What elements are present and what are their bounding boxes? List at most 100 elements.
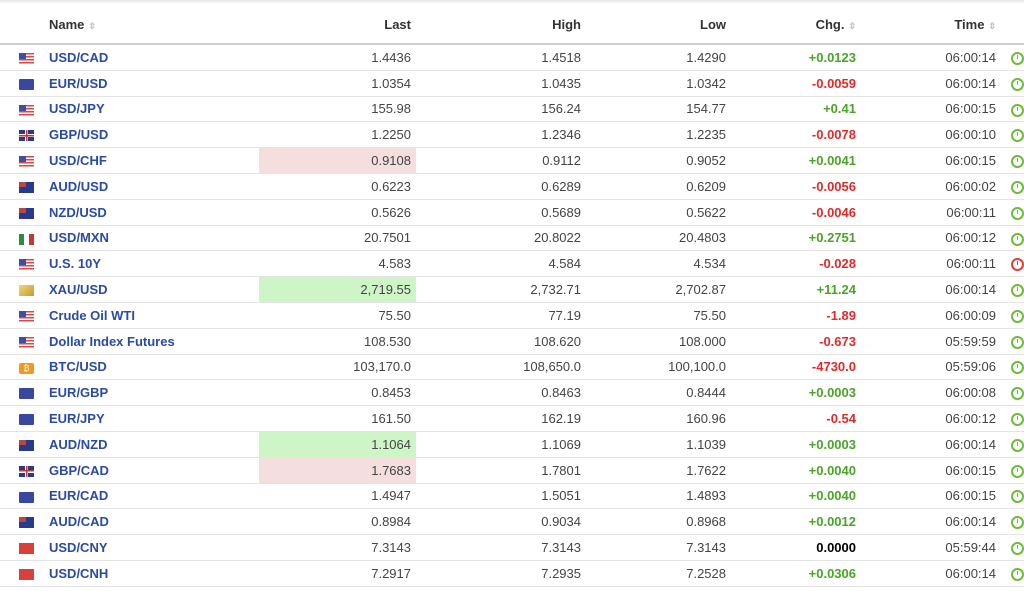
flag-icon (19, 233, 34, 245)
col-time[interactable]: Time ⇳ (861, 6, 1001, 45)
table-row[interactable]: USD/CNY 7.3143 7.3143 7.3143 0.0000 05:5… (0, 534, 1024, 561)
table-row[interactable]: Crude Oil WTI 75.50 77.19 75.50 -1.89 06… (0, 302, 1024, 329)
instrument-link[interactable]: BTC/USD (49, 359, 107, 375)
clock-icon (1011, 103, 1024, 117)
clock-icon (1011, 51, 1024, 65)
low-value: 160.96 (586, 405, 731, 432)
table-row[interactable]: NZD/USD 0.5626 0.5689 0.5622 -0.0046 06:… (0, 199, 1024, 226)
table-row[interactable]: USD/CNH 7.2917 7.2935 7.2528 +0.0306 06:… (0, 560, 1024, 587)
table-row[interactable]: AUD/CAD 0.8984 0.9034 0.8968 +0.0012 06:… (0, 508, 1024, 536)
flag-icon (19, 517, 34, 529)
last-value: 161.50 (259, 405, 416, 432)
flag-icon (19, 285, 34, 297)
table-row[interactable]: Dollar Index Futures 108.530 108.620 108… (0, 328, 1024, 355)
change-value: -0.673 (731, 328, 861, 355)
last-value: 2,719.55 (259, 276, 416, 303)
change-value: +0.41 (731, 96, 861, 123)
last-value: 1.0354 (259, 70, 416, 97)
table-row[interactable]: ₿ BTC/USD 103,170.0 108,650.0 100,100.0 … (0, 354, 1024, 381)
flag-icon (19, 259, 34, 271)
instrument-link[interactable]: USD/JPY (49, 101, 105, 117)
high-value: 0.8463 (416, 379, 586, 407)
instrument-link[interactable]: GBP/CAD (49, 462, 109, 478)
table-row[interactable]: EUR/CAD 1.4947 1.5051 1.4893 +0.0040 06:… (0, 483, 1024, 510)
low-value: 108.000 (586, 328, 731, 355)
top-shadow (0, 0, 1024, 4)
instrument-link[interactable]: USD/MXN (49, 230, 109, 246)
high-value: 7.2935 (416, 560, 586, 587)
high-value: 0.5689 (416, 199, 586, 226)
table-row[interactable]: U.S. 10Y 4.583 4.584 4.534 -0.028 06:00:… (0, 250, 1024, 278)
instrument-link[interactable]: USD/CAD (49, 49, 109, 65)
instrument-link[interactable]: EUR/USD (49, 75, 108, 91)
low-value: 1.2235 (586, 121, 731, 149)
change-value: +0.0012 (731, 508, 861, 536)
last-value: 0.8453 (259, 379, 416, 407)
low-value: 0.5622 (586, 199, 731, 226)
instrument-link[interactable]: XAU/USD (49, 282, 108, 298)
instrument-link[interactable]: EUR/GBP (49, 385, 109, 401)
instrument-link[interactable]: AUD/CAD (49, 514, 109, 530)
last-value: 4.583 (259, 250, 416, 278)
change-value: -4730.0 (731, 354, 861, 381)
table-row[interactable]: AUD/NZD 1.1064 1.1069 1.1039 +0.0003 06:… (0, 431, 1024, 458)
table-row[interactable]: USD/CAD 1.4436 1.4518 1.4290 +0.0123 06:… (0, 44, 1024, 71)
instrument-link[interactable]: Crude Oil WTI (49, 307, 135, 323)
instrument-link[interactable]: NZD/USD (49, 204, 107, 220)
clock-icon (1011, 413, 1024, 427)
time-value: 06:00:14 (861, 431, 1001, 458)
instrument-link[interactable]: EUR/JPY (49, 411, 105, 427)
instrument-link[interactable]: GBP/USD (49, 127, 109, 143)
last-value: 1.4947 (259, 483, 416, 510)
low-value: 0.8444 (586, 379, 731, 407)
flag-icon (19, 543, 34, 555)
instrument-link[interactable]: AUD/NZD (49, 436, 108, 452)
table-row[interactable]: GBP/CAD 1.7683 1.7801 1.7622 +0.0040 06:… (0, 457, 1024, 484)
high-value: 156.24 (416, 96, 586, 123)
time-value: 06:00:15 (861, 147, 1001, 174)
flag-icon (19, 568, 34, 580)
high-value: 108,650.0 (416, 354, 586, 381)
time-value: 06:00:14 (861, 44, 1001, 71)
sort-icon[interactable]: ⇳ (988, 21, 996, 31)
table-row[interactable]: USD/CHF 0.9108 0.9112 0.9052 +0.0041 06:… (0, 147, 1024, 174)
high-value: 4.584 (416, 250, 586, 278)
instrument-link[interactable]: U.S. 10Y (49, 256, 102, 272)
instrument-link[interactable]: EUR/CAD (49, 488, 109, 504)
high-value: 1.2346 (416, 121, 586, 149)
col-high: High (416, 6, 586, 45)
table-row[interactable]: EUR/USD 1.0354 1.0435 1.0342 -0.0059 06:… (0, 70, 1024, 97)
instrument-link[interactable]: Dollar Index Futures (49, 333, 175, 349)
time-value: 06:00:12 (861, 225, 1001, 252)
clock-icon (1011, 438, 1024, 452)
sort-icon[interactable]: ⇳ (848, 21, 856, 31)
instrument-link[interactable]: AUD/USD (49, 178, 109, 194)
clock-icon (1011, 232, 1024, 246)
table-row[interactable]: USD/MXN 20.7501 20.8022 20.4803 +0.2751 … (0, 225, 1024, 252)
time-value: 06:00:14 (861, 508, 1001, 536)
change-value: -1.89 (731, 302, 861, 329)
change-value: +0.0003 (731, 431, 861, 458)
table-row[interactable]: USD/JPY 155.98 156.24 154.77 +0.41 06:00… (0, 96, 1024, 123)
table-row[interactable]: EUR/GBP 0.8453 0.8463 0.8444 +0.0003 06:… (0, 379, 1024, 407)
instrument-link[interactable]: USD/CNY (49, 540, 108, 556)
low-value: 0.8968 (586, 508, 731, 536)
last-value: 75.50 (259, 302, 416, 329)
low-value: 1.4290 (586, 44, 731, 71)
low-value: 1.1039 (586, 431, 731, 458)
instrument-link[interactable]: USD/CNH (49, 565, 109, 581)
table-row[interactable]: GBP/USD 1.2250 1.2346 1.2235 -0.0078 06:… (0, 121, 1024, 149)
table-row[interactable]: XAU/USD 2,719.55 2,732.71 2,702.87 +11.2… (0, 276, 1024, 303)
change-value: -0.0046 (731, 199, 861, 226)
col-name[interactable]: Name ⇳ (45, 6, 259, 45)
time-value: 06:00:15 (861, 96, 1001, 123)
flag-icon: ₿ (19, 362, 34, 374)
col-chg[interactable]: Chg. ⇳ (731, 6, 861, 45)
sort-icon[interactable]: ⇳ (88, 21, 96, 31)
clock-icon (1011, 309, 1024, 323)
high-value: 1.1069 (416, 431, 586, 458)
high-value: 7.3143 (416, 534, 586, 561)
table-row[interactable]: AUD/USD 0.6223 0.6289 0.6209 -0.0056 06:… (0, 173, 1024, 200)
instrument-link[interactable]: USD/CHF (49, 153, 107, 169)
table-row[interactable]: EUR/JPY 161.50 162.19 160.96 -0.54 06:00… (0, 405, 1024, 432)
